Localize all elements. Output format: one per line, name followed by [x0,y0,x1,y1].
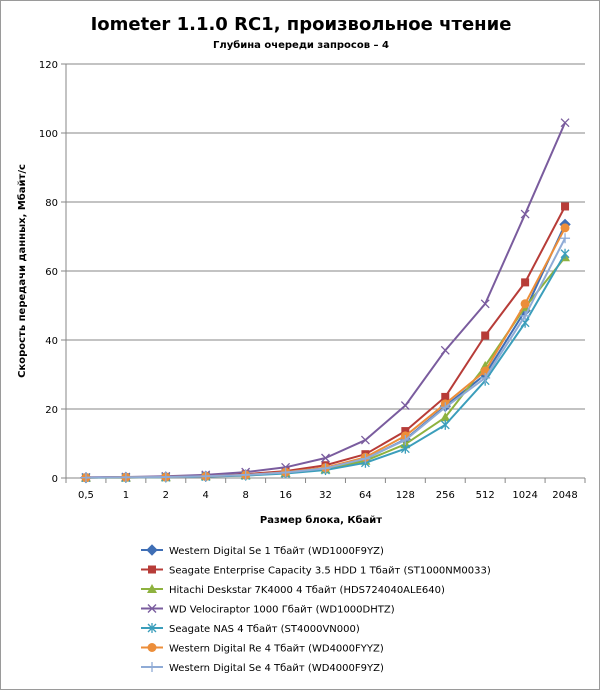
data-point [120,472,131,483]
x-tick-label: 128 [396,490,415,501]
legend-item: Western Digital Se 1 Тбайт (WD1000F9YZ) [141,544,384,557]
data-point [440,402,451,413]
data-point [480,299,490,309]
series-4 [81,118,570,482]
chart-subtitle: Глубина очереди запросов – 4 [213,39,389,51]
legend-marker [147,584,157,593]
data-point [560,223,570,233]
data-point [520,299,530,309]
legend: Western Digital Se 1 Тбайт (WD1000F9YZ) S… [141,544,491,674]
x-tick-label: 8 [242,490,248,501]
chart-title: Iometer 1.1.0 RC1, произвольное чтение [91,14,512,35]
data-point [560,233,571,244]
legend-item: Western Digital Se 4 Тбайт (WD4000F9YZ) [141,662,384,674]
legend-marker [147,604,157,613]
legend-marker [147,623,157,633]
data-point [400,443,410,454]
legend-item: Seagate NAS 4 Тбайт (ST4000VN000) [141,623,360,635]
x-tick-label: 1024 [512,490,537,501]
x-tick-label: 16 [279,490,292,501]
data-point [360,453,371,464]
y-tick-label: 60 [45,267,58,278]
y-tick-label: 100 [39,129,58,140]
legend-marker [147,643,157,652]
data-point [441,392,450,401]
legend-item: Seagate Enterprise Capacity 3.5 HDD 1 Тб… [141,565,491,577]
y-tick-label: 80 [45,198,58,209]
legend-label: Seagate Enterprise Capacity 3.5 HDD 1 Тб… [169,566,491,577]
x-tick-label: 32 [319,490,332,501]
legend-marker [146,544,158,556]
y-tick-label: 40 [45,336,58,347]
x-tick-label: 256 [436,490,455,501]
data-point [240,469,251,480]
data-point [200,471,211,482]
x-axis-title: Размер блока, Кбайт [260,514,382,526]
data-point [320,463,331,474]
data-point [80,472,91,483]
legend-label: WD Velociraptor 1000 Гбайт (WD1000DHTZ) [169,605,395,616]
legend-item: WD Velociraptor 1000 Гбайт (WD1000DHTZ) [141,604,395,616]
legend-label: Western Digital Re 4 Тбайт (WD4000FYYZ) [169,644,384,655]
x-tick-label: 4 [203,490,209,501]
data-point [360,435,370,445]
series-2 [81,202,570,482]
series-line [85,206,566,479]
data-point [520,209,530,219]
data-point [440,345,450,355]
data-point [401,427,410,436]
series-line [85,122,566,479]
data-point [561,202,570,211]
series-6 [81,223,570,483]
data-point [520,310,531,321]
data-point [440,412,451,422]
x-tick-label: 512 [476,490,495,501]
legend-label: Hitachi Deskstar 7K4000 4 Тбайт (HDS7240… [169,585,445,596]
data-point [400,435,411,446]
plot-area: 0 20 40 60 80 100 120 0,5 1 2 4 8 16 32 64 128 256 512 102… [39,60,586,501]
series-7 [80,233,571,483]
series-5 [81,248,570,483]
series-3 [80,252,571,482]
legend-item: Western Digital Re 4 Тбайт (WD4000FYYZ) [141,643,384,655]
y-axis-title: Скорость передачи данных, Мбайт/с [16,164,28,378]
data-point [481,331,490,340]
legend-label: Western Digital Se 4 Тбайт (WD4000F9YZ) [169,663,384,674]
y-tick-label: 0 [52,474,58,485]
x-tick-label: 2048 [552,490,577,501]
y-tick-label: 20 [45,405,58,416]
series-line [85,224,566,479]
x-tick-label: 1 [123,490,129,501]
legend-label: Western Digital Se 1 Тбайт (WD1000F9YZ) [169,546,384,557]
legend-item: Hitachi Deskstar 7K4000 4 Тбайт (HDS7240… [141,584,445,596]
x-tick-label: 64 [359,490,372,501]
x-tick-label: 0,5 [78,490,94,501]
data-point [400,401,410,411]
data-point [321,453,330,463]
data-point [440,419,450,430]
legend-marker [147,662,157,672]
legend-label: Seagate NAS 4 Тбайт (ST4000VN000) [169,624,360,635]
x-tick-label: 2 [163,490,169,501]
data-point [521,278,530,287]
data-point [560,248,570,259]
y-tick-label: 120 [39,60,58,71]
data-point [160,471,171,482]
data-point [480,372,491,383]
data-point [560,118,570,128]
legend-marker [148,565,156,574]
data-point [280,467,291,478]
